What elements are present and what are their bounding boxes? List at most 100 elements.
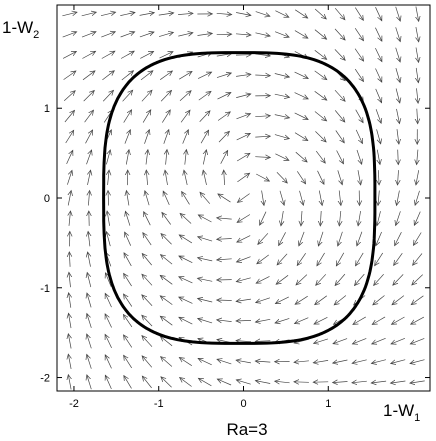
field-arrow <box>236 277 251 282</box>
field-arrow <box>395 47 401 62</box>
field-arrow <box>338 231 343 246</box>
field-arrow <box>124 294 133 307</box>
field-arrow <box>279 232 286 245</box>
field-arrow <box>124 376 132 389</box>
field-arrow <box>217 359 232 365</box>
field-arrow <box>218 131 229 143</box>
field-arrow <box>161 357 173 367</box>
field-arrow <box>256 276 270 283</box>
field-arrow <box>416 47 419 63</box>
field-arrow <box>375 47 382 62</box>
field-arrow <box>372 316 386 325</box>
y-tick-label: -1 <box>40 283 50 295</box>
field-arrow <box>339 190 341 206</box>
x-tick-label: 1 <box>325 398 331 410</box>
field-arrow <box>101 51 115 59</box>
field-arrow <box>120 32 135 38</box>
field-arrow <box>275 153 289 161</box>
field-arrow <box>314 316 328 324</box>
field-arrow <box>299 190 304 205</box>
field-arrow <box>125 232 132 246</box>
field-arrow <box>124 130 130 144</box>
field-arrow <box>65 130 74 144</box>
field-arrow <box>255 54 270 56</box>
field-arrow <box>393 274 404 285</box>
field-arrow <box>356 149 362 164</box>
field-arrow <box>179 256 193 264</box>
field-arrow <box>256 173 269 181</box>
field-arrow <box>159 52 174 59</box>
field-arrow <box>84 110 94 123</box>
field-arrow <box>217 379 232 386</box>
field-arrow <box>236 74 251 76</box>
field-arrow <box>158 32 173 37</box>
field-arrow <box>334 49 345 60</box>
field-arrow <box>81 12 97 17</box>
field-arrow <box>237 193 250 203</box>
field-arrow <box>105 375 112 390</box>
limit-cycle-curve <box>102 51 377 345</box>
field-arrow <box>334 295 347 305</box>
field-arrow <box>178 33 193 36</box>
field-arrow <box>236 299 251 301</box>
field-arrow <box>417 88 419 103</box>
field-arrow <box>319 190 322 206</box>
field-arrow <box>237 235 251 243</box>
field-arrow <box>161 234 172 245</box>
field-arrow <box>198 258 213 261</box>
field-arrow <box>255 33 271 36</box>
field-arrow <box>333 382 348 383</box>
field-arrow <box>88 191 89 206</box>
field-arrow <box>255 381 271 384</box>
x-axis-ticks: -2 -1 0 1 <box>69 5 331 410</box>
field-arrow <box>144 130 150 144</box>
field-arrow <box>255 157 270 158</box>
field-arrow <box>165 170 168 186</box>
vector-field-arrows <box>62 6 425 390</box>
field-arrow <box>352 338 367 344</box>
field-arrow <box>376 129 381 144</box>
field-arrow <box>66 150 73 165</box>
y-tick-label: 0 <box>44 193 50 205</box>
field-arrow <box>139 32 154 38</box>
field-arrow <box>356 252 364 266</box>
field-arrow <box>395 6 401 21</box>
field-arrow <box>224 170 225 186</box>
field-arrow <box>197 33 213 35</box>
field-arrow <box>237 173 249 183</box>
field-arrow <box>375 88 382 103</box>
field-arrow <box>299 231 305 246</box>
field-arrow <box>397 129 399 144</box>
field-arrow <box>371 359 386 364</box>
field-arrow <box>377 149 380 165</box>
field-arrow <box>395 88 400 104</box>
field-arrow <box>334 110 345 122</box>
field-arrow <box>378 190 379 206</box>
field-arrow <box>220 151 228 164</box>
field-arrow <box>105 273 112 287</box>
field-arrow <box>410 338 425 344</box>
field-arrow <box>378 170 379 185</box>
field-arrow <box>140 71 153 81</box>
field-arrow <box>395 68 400 82</box>
field-arrow <box>336 252 345 266</box>
field-arrow <box>126 191 128 206</box>
field-arrow <box>279 190 284 205</box>
field-arrow <box>236 13 251 16</box>
field-arrow <box>358 170 361 185</box>
field-arrow <box>374 273 384 285</box>
field-arrow <box>101 32 115 38</box>
field-arrow <box>314 70 327 80</box>
field-arrow <box>68 334 71 349</box>
field-arrow <box>142 295 153 306</box>
field-arrow <box>394 252 403 265</box>
field-arrow <box>413 232 422 246</box>
field-arrow <box>318 231 324 246</box>
field-arrow <box>314 91 327 100</box>
field-arrow <box>412 274 423 285</box>
field-arrow <box>236 153 250 162</box>
field-arrow <box>392 316 405 324</box>
field-arrow <box>82 71 95 81</box>
field-arrow <box>139 13 155 16</box>
